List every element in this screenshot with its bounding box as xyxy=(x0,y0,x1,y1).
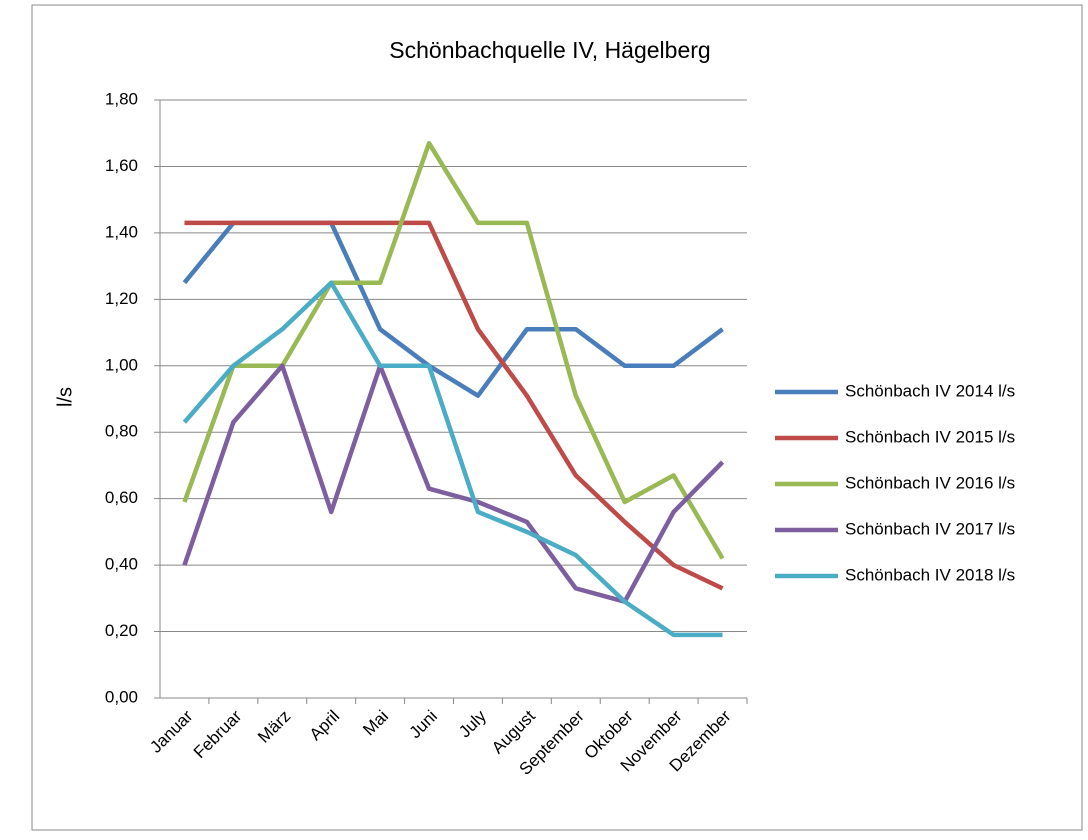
y-tick-label: 1,60 xyxy=(105,156,138,175)
series-line xyxy=(182,280,723,638)
legend-label: Schönbach IV 2018 l/s xyxy=(845,565,1015,584)
legend-label: Schönbach IV 2017 l/s xyxy=(845,519,1015,538)
y-tick-label: 0,20 xyxy=(105,621,138,640)
chart-title: Schönbachquelle IV, Hägelberg xyxy=(389,37,710,63)
legend-label: Schönbach IV 2016 l/s xyxy=(845,473,1015,492)
y-tick-label: 0,00 xyxy=(105,687,138,706)
y-tick-label: 1,00 xyxy=(105,355,138,374)
y-tick-label: 0,80 xyxy=(105,422,138,441)
series-line xyxy=(182,140,725,560)
y-tick-label: 0,40 xyxy=(105,555,138,574)
y-tick-label: 1,80 xyxy=(105,89,138,108)
y-tick-label: 1,20 xyxy=(105,289,138,308)
y-tick-label: 0,60 xyxy=(105,488,138,507)
y-axis-label: l/s xyxy=(54,387,76,407)
y-tick-label: 1,40 xyxy=(105,222,138,241)
legend-label: Schönbach IV 2014 l/s xyxy=(845,381,1015,400)
series-line xyxy=(182,363,725,604)
legend-label: Schönbach IV 2015 l/s xyxy=(845,427,1015,446)
series-line xyxy=(184,220,724,591)
chart-frame xyxy=(31,4,1083,831)
